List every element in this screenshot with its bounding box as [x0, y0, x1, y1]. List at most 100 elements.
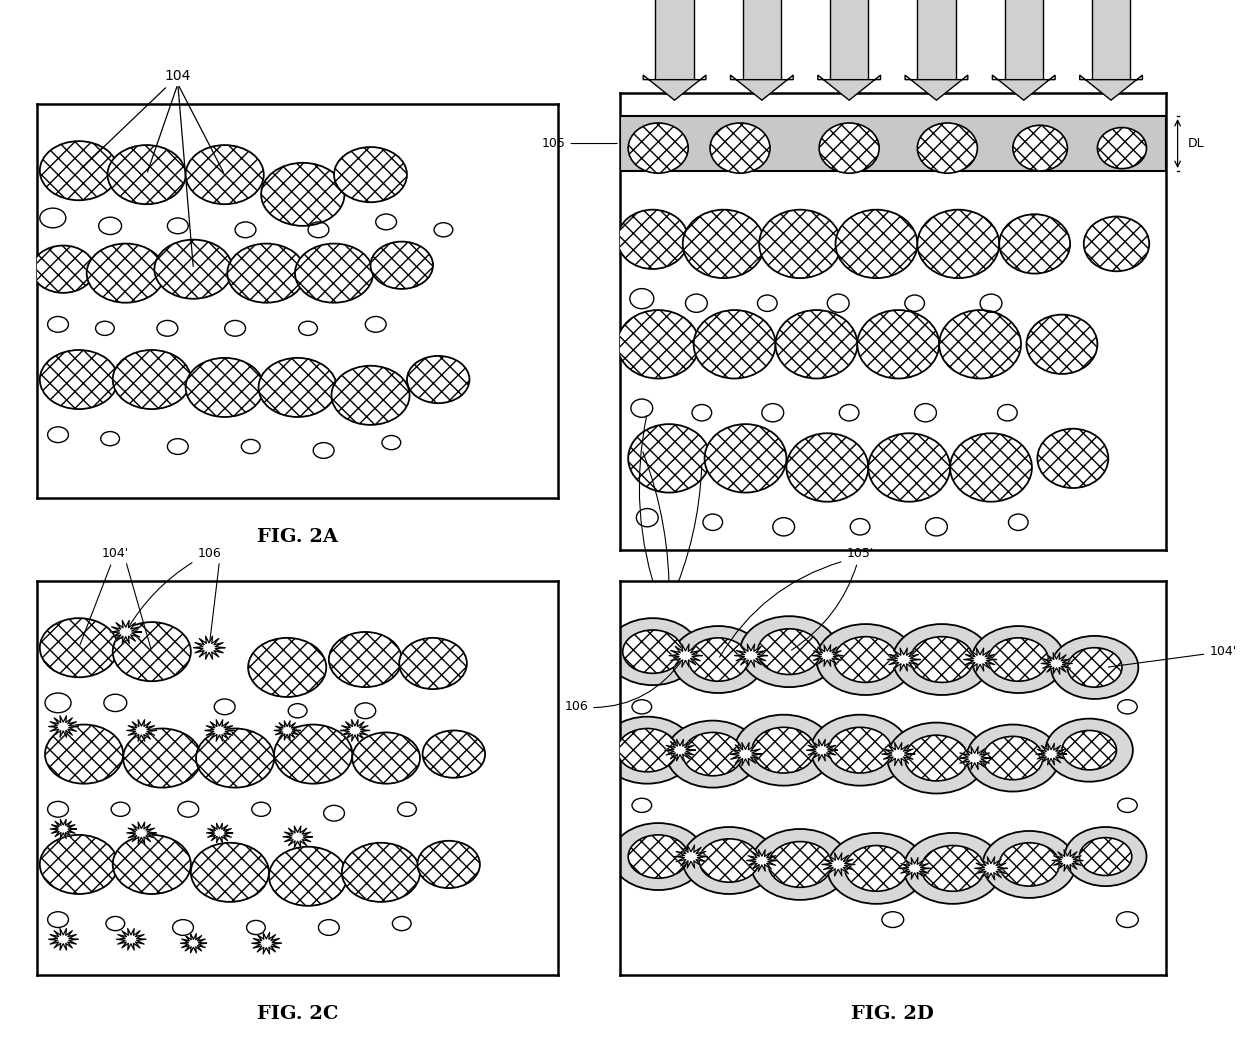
Circle shape	[683, 209, 765, 278]
Circle shape	[751, 829, 849, 900]
FancyArrow shape	[905, 75, 967, 101]
Circle shape	[811, 714, 909, 786]
Polygon shape	[899, 858, 930, 879]
Circle shape	[423, 730, 485, 778]
Circle shape	[629, 424, 711, 493]
Circle shape	[618, 728, 677, 772]
Circle shape	[1013, 125, 1068, 171]
Circle shape	[629, 835, 688, 878]
Circle shape	[1084, 217, 1149, 272]
Circle shape	[828, 727, 892, 773]
Bar	[918, 0, 956, 80]
Text: 105': 105'	[791, 546, 874, 650]
Circle shape	[40, 835, 118, 894]
Circle shape	[775, 310, 857, 379]
Polygon shape	[746, 849, 777, 871]
Polygon shape	[675, 845, 707, 868]
Bar	[1092, 0, 1130, 80]
Circle shape	[1038, 428, 1109, 488]
FancyArrow shape	[818, 75, 880, 101]
FancyArrow shape	[644, 75, 706, 101]
Polygon shape	[110, 620, 141, 644]
Polygon shape	[665, 739, 696, 761]
Circle shape	[693, 310, 775, 379]
Circle shape	[740, 616, 838, 688]
Polygon shape	[274, 721, 300, 740]
Circle shape	[1079, 838, 1132, 875]
Circle shape	[371, 242, 433, 289]
Polygon shape	[205, 720, 234, 741]
Circle shape	[820, 123, 879, 173]
Polygon shape	[193, 636, 224, 660]
Circle shape	[688, 638, 748, 681]
Circle shape	[905, 735, 968, 781]
Circle shape	[699, 839, 759, 882]
Circle shape	[857, 310, 939, 379]
Circle shape	[844, 845, 908, 891]
Circle shape	[816, 624, 915, 695]
Circle shape	[407, 356, 470, 403]
Circle shape	[1097, 128, 1147, 169]
Text: 106: 106	[564, 657, 684, 713]
Circle shape	[274, 725, 352, 784]
Text: 105: 105	[542, 137, 618, 150]
Circle shape	[186, 358, 264, 417]
Circle shape	[751, 727, 816, 773]
Circle shape	[329, 632, 402, 688]
Circle shape	[227, 244, 305, 303]
Circle shape	[983, 831, 1075, 898]
Circle shape	[45, 725, 123, 784]
Polygon shape	[1052, 849, 1083, 871]
Circle shape	[868, 433, 950, 502]
Circle shape	[827, 833, 925, 904]
Circle shape	[950, 433, 1032, 502]
Polygon shape	[126, 822, 156, 844]
FancyArrow shape	[1080, 75, 1142, 101]
Circle shape	[123, 728, 201, 788]
Circle shape	[113, 622, 191, 681]
Circle shape	[258, 358, 336, 417]
Circle shape	[601, 717, 693, 784]
Circle shape	[40, 141, 118, 200]
Circle shape	[1027, 314, 1097, 374]
Text: 104: 104	[640, 416, 676, 620]
Bar	[656, 0, 693, 80]
Circle shape	[918, 123, 977, 173]
Polygon shape	[117, 928, 145, 950]
Bar	[1004, 0, 1043, 80]
Circle shape	[334, 147, 407, 202]
Circle shape	[629, 123, 688, 173]
Circle shape	[113, 835, 191, 894]
Polygon shape	[963, 648, 997, 671]
Bar	[743, 0, 781, 80]
FancyArrow shape	[992, 75, 1055, 101]
Polygon shape	[180, 933, 206, 953]
Circle shape	[248, 638, 326, 697]
Circle shape	[622, 629, 683, 673]
Circle shape	[113, 349, 191, 409]
Polygon shape	[48, 928, 78, 950]
Circle shape	[606, 618, 699, 685]
Polygon shape	[340, 720, 370, 741]
Circle shape	[972, 626, 1065, 693]
Polygon shape	[882, 742, 915, 765]
Circle shape	[833, 637, 898, 682]
Circle shape	[939, 310, 1021, 379]
Circle shape	[759, 209, 841, 278]
Text: FIG. 2D: FIG. 2D	[852, 1005, 934, 1024]
Bar	[830, 0, 868, 80]
Circle shape	[618, 209, 688, 269]
Circle shape	[836, 209, 918, 278]
Circle shape	[1045, 719, 1133, 782]
Polygon shape	[806, 739, 837, 761]
Circle shape	[904, 833, 1002, 904]
Polygon shape	[888, 648, 920, 671]
Polygon shape	[206, 823, 232, 842]
Circle shape	[683, 732, 743, 776]
Circle shape	[910, 637, 973, 682]
Circle shape	[418, 841, 480, 888]
Circle shape	[342, 843, 420, 902]
Circle shape	[734, 714, 833, 786]
Polygon shape	[252, 932, 281, 954]
Circle shape	[191, 843, 269, 902]
